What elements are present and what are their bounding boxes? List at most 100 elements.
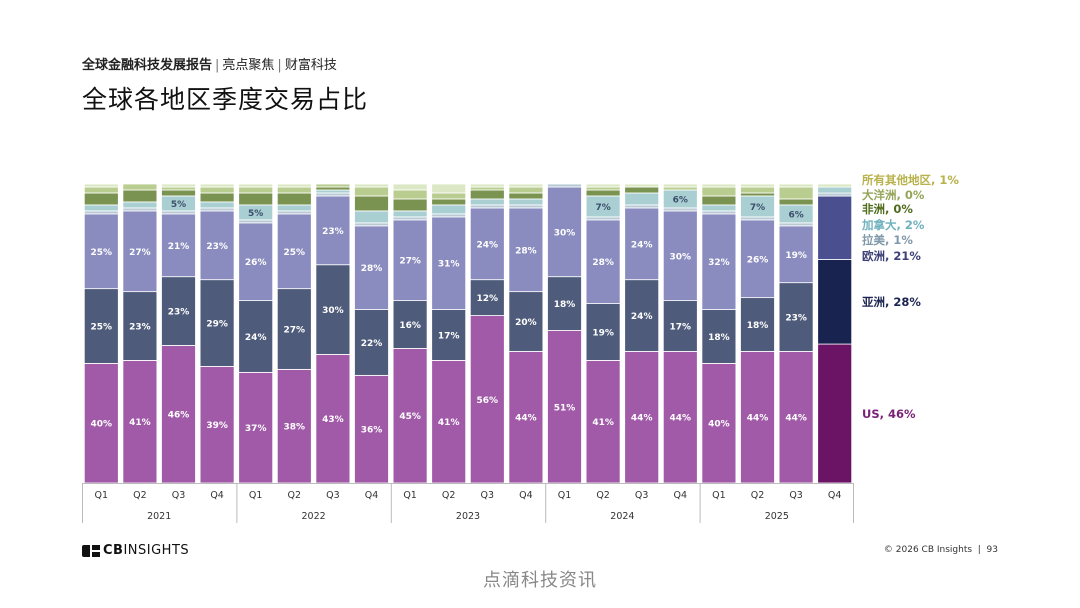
bar-segment-oceania	[238, 186, 274, 194]
bar-segment-africa	[624, 186, 660, 194]
data-label: 40%	[91, 420, 113, 430]
bar-segment-latam	[122, 207, 158, 212]
bar-segment-africa	[199, 192, 235, 203]
data-label: 37%	[245, 424, 267, 434]
bar-segment-canada	[199, 201, 235, 209]
bar-segment-other	[701, 183, 737, 188]
bar-segment-latam	[276, 210, 312, 215]
cb-insights-logo: CBINSIGHTS	[82, 543, 189, 558]
data-label: 23%	[785, 314, 807, 324]
data-label: 36%	[361, 426, 383, 436]
data-label: 30%	[670, 252, 692, 262]
data-label: 24%	[245, 333, 267, 343]
section-wealthtech: 财富科技	[284, 58, 337, 73]
bar-segment-us	[238, 371, 274, 484]
data-label: 44%	[670, 414, 692, 424]
legend-entry-canada: 加拿大, 2%	[861, 218, 925, 232]
data-label: 26%	[747, 255, 769, 265]
year-label: 2024	[610, 511, 634, 522]
data-label: 17%	[438, 331, 460, 341]
x-tick-label: Q4	[365, 490, 379, 501]
data-label: 7%	[595, 203, 610, 213]
bar-segment-other	[392, 183, 428, 191]
bar-segment-asia	[701, 309, 737, 364]
x-tick-label: Q2	[288, 490, 302, 501]
bar-segment-other	[199, 183, 235, 188]
report-name: 全球金融科技发展报告	[82, 58, 213, 73]
data-label: 31%	[438, 260, 460, 270]
data-label: 18%	[708, 333, 730, 343]
bar-segment-europe	[161, 213, 196, 278]
bar-segment-us	[122, 360, 158, 484]
x-tick-label: Q4	[674, 490, 688, 501]
bar-segment-other	[662, 183, 698, 188]
bar-segment-latam	[315, 192, 351, 197]
bar-segment-latam	[354, 222, 389, 227]
x-tick-label: Q1	[249, 490, 263, 501]
bar-segment-europe	[624, 207, 660, 281]
bar-segment-us	[431, 360, 467, 484]
bar-segment-canada	[122, 201, 158, 209]
bar-segment-canada	[701, 204, 737, 212]
x-tick-label: Q3	[326, 490, 340, 501]
bar-segment-europe	[662, 210, 698, 302]
bar-segment-us	[547, 330, 582, 484]
x-tick-label: Q4	[210, 490, 224, 501]
x-tick-label: Q3	[481, 490, 495, 501]
x-tick-label: Q3	[635, 490, 649, 501]
bar-segment-latam	[392, 216, 428, 221]
bar-segment-latam	[83, 210, 119, 215]
bar-segment-canada	[817, 186, 853, 194]
data-label: 44%	[747, 414, 769, 424]
x-tick-label: Q1	[95, 490, 109, 501]
legend-entry-latam: 拉美, 1%	[862, 233, 913, 247]
bar-segment-other	[83, 183, 119, 188]
bar-segment-europe	[431, 216, 467, 310]
data-label: 22%	[361, 339, 383, 349]
data-label: 6%	[788, 210, 803, 220]
bar-segment-europe	[817, 195, 853, 260]
bar-segment-other	[161, 183, 196, 188]
bar-segment-oceania	[585, 186, 621, 191]
bar-segment-latam	[161, 210, 196, 215]
bar-segment-europe	[701, 213, 737, 310]
bar-segment-europe	[276, 213, 312, 290]
bar-segment-asia	[315, 264, 351, 355]
x-tick-label: Q1	[712, 490, 726, 501]
bar-segment-other	[817, 183, 853, 188]
bar-segment-oceania	[662, 186, 698, 191]
bar-segment-latam	[624, 204, 660, 209]
bar-segment-latam	[701, 210, 737, 215]
bar-segment-canada	[469, 198, 505, 206]
bar-segment-latam	[508, 204, 544, 209]
legend-entry-asia: 亚洲, 28%	[862, 295, 921, 309]
data-label: 24%	[631, 312, 653, 322]
legend-entry-us: US, 46%	[862, 407, 916, 421]
separator: |	[277, 58, 282, 73]
bar-segment-europe	[199, 210, 235, 281]
section-highlight: 亮点聚焦	[222, 58, 275, 73]
legend-entry-oceania: 大洋洲, 0%	[862, 188, 925, 202]
bar-segment-europe	[315, 195, 351, 266]
bar-segment-africa	[431, 198, 467, 206]
bar-segment-canada	[83, 204, 119, 212]
x-tick-label: Q2	[133, 490, 147, 501]
bar-segment-europe	[469, 207, 505, 281]
data-label: 44%	[631, 414, 653, 424]
bar-segment-oceania	[354, 186, 389, 197]
copyright-text: © 2026 CB Insights	[883, 545, 973, 555]
bar-segment-europe	[392, 219, 428, 302]
bar-segment-asia	[547, 276, 582, 331]
bar-segment-europe	[547, 186, 582, 278]
bar-segment-africa	[83, 192, 119, 206]
data-label: 24%	[477, 240, 499, 250]
bar-segment-canada	[354, 210, 389, 224]
year-label: 2021	[147, 511, 171, 522]
data-label: 30%	[554, 228, 576, 238]
bar-segment-africa	[161, 189, 196, 197]
bar-segment-europe	[83, 213, 119, 290]
bar-segment-oceania	[276, 186, 312, 194]
page-number: 93	[986, 545, 998, 555]
page-title: 全球各地区季度交易占比	[82, 85, 369, 114]
bar-segment-africa	[122, 189, 158, 203]
